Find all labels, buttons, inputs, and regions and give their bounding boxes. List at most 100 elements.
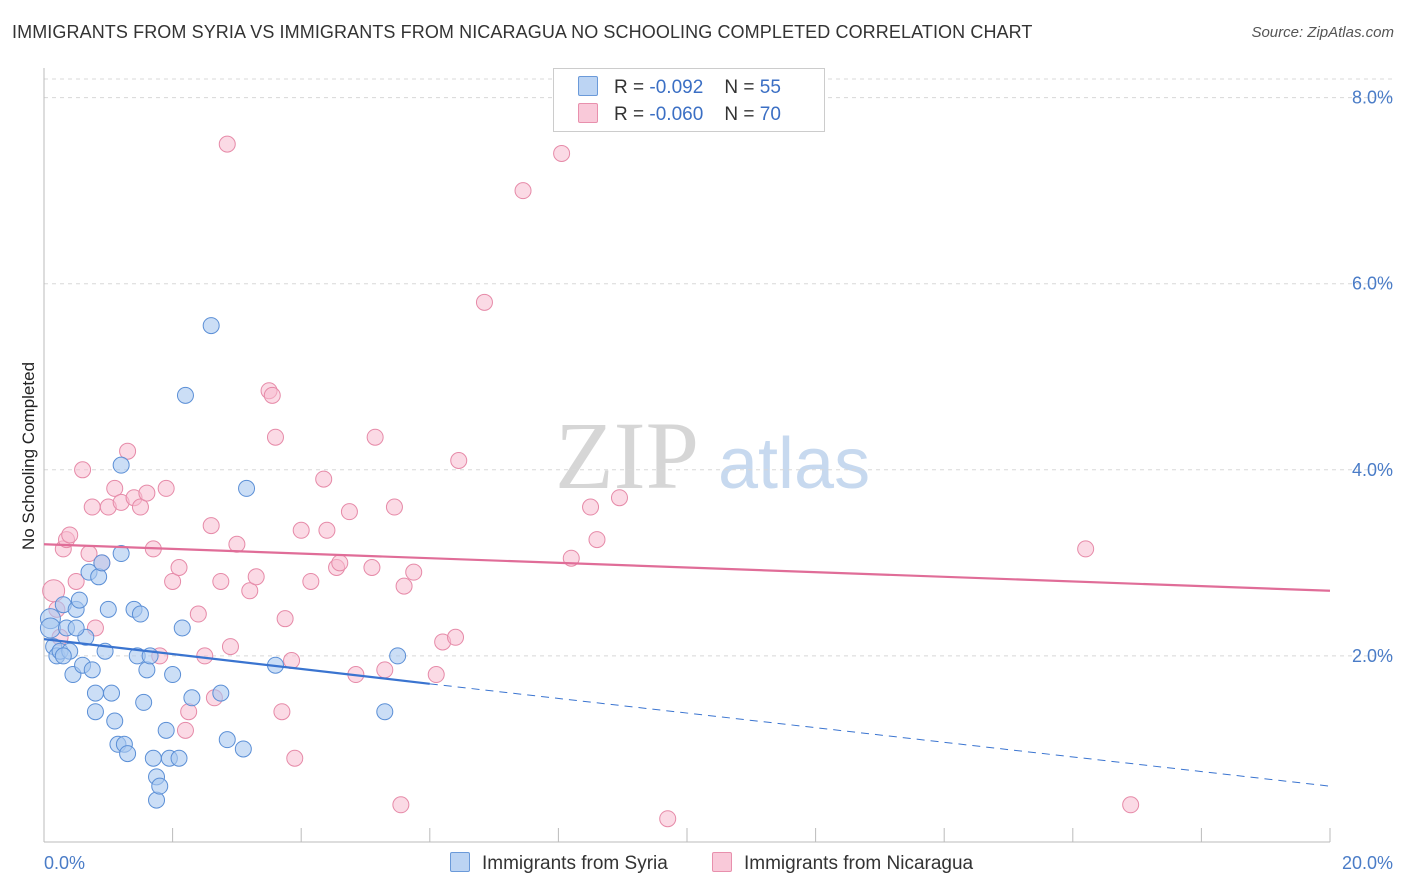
nicaragua-point <box>450 452 468 469</box>
nicaragua-point <box>67 572 85 590</box>
nicaragua-point <box>276 610 294 628</box>
nicaragua-point <box>588 531 606 549</box>
bottom-legend-nicaragua: Immigrants from Nicaragua <box>712 852 973 875</box>
syria-n-label: N = <box>724 77 755 98</box>
nicaragua-point <box>395 577 413 595</box>
y-axis-label: No Schooling Completed <box>19 362 38 550</box>
syria-point <box>93 554 111 572</box>
nicaragua-point <box>1122 796 1140 814</box>
syria-point <box>83 661 101 679</box>
nicaragua-point <box>376 661 394 679</box>
x-tick-label-min: 0.0% <box>44 853 85 873</box>
nicaragua-n-value: 70 <box>759 104 781 125</box>
nicaragua-point <box>228 535 246 553</box>
nicaragua-n-label: N = <box>724 104 755 125</box>
nicaragua-point <box>315 470 333 488</box>
syria-point <box>112 545 130 563</box>
x-tick-label-max: 20.0% <box>1342 853 1393 873</box>
syria-point <box>144 749 162 767</box>
nicaragua-point <box>475 293 493 311</box>
nicaragua-point <box>292 521 310 539</box>
nicaragua-point <box>392 796 410 814</box>
nicaragua-point <box>170 559 188 577</box>
nicaragua-point <box>659 810 677 828</box>
syria-point <box>176 386 194 404</box>
y-tick-label-1: 4.0% <box>1352 460 1393 480</box>
syria-point <box>151 777 169 795</box>
nicaragua-point <box>514 182 532 200</box>
syria-points <box>39 317 407 809</box>
nicaragua-point <box>273 703 291 721</box>
legend-row-syria: R = -0.092 N = 55 <box>578 76 781 99</box>
legend-row-nicaragua: R = -0.060 N = 70 <box>578 103 781 126</box>
syria-r-label: R = <box>614 77 645 98</box>
syria-point <box>164 666 182 684</box>
y-tick-label-3: 8.0% <box>1352 88 1393 108</box>
nicaragua-point <box>247 568 265 586</box>
syria-point <box>157 721 175 739</box>
syria-n-value: 55 <box>759 77 781 98</box>
syria-point <box>202 317 220 335</box>
nicaragua-point <box>202 517 220 535</box>
syria-trend-extension <box>429 683 1331 787</box>
syria-point <box>138 661 156 679</box>
nicaragua-point <box>189 605 207 623</box>
watermark-zip: ZIP <box>555 402 699 509</box>
trend-lines <box>43 543 1331 787</box>
nicaragua-point <box>138 484 156 502</box>
nicaragua-point <box>106 479 124 497</box>
nicaragua-point <box>427 666 445 684</box>
syria-point <box>234 740 252 758</box>
syria-point <box>218 731 236 749</box>
nicaragua-point <box>131 498 149 516</box>
syria-swatch <box>578 76 598 96</box>
nicaragua-points <box>42 135 1140 828</box>
syria-point <box>86 703 104 721</box>
syria-point <box>389 647 407 665</box>
correlation-legend: R = -0.092 N = 55 R = -0.060 N = 70 <box>553 68 825 132</box>
syria-point <box>148 791 166 809</box>
nicaragua-point <box>363 559 381 577</box>
y-tick-label-2: 6.0% <box>1352 274 1393 294</box>
syria-point <box>212 684 230 702</box>
nicaragua-point <box>405 563 423 581</box>
nicaragua-point <box>366 428 384 446</box>
syria-point <box>70 591 88 609</box>
nicaragua-point <box>176 721 194 739</box>
bottom-nicaragua-label: Immigrants from Nicaragua <box>744 853 974 874</box>
bottom-syria-swatch <box>450 852 470 872</box>
nicaragua-point <box>385 498 403 516</box>
bottom-nicaragua-swatch <box>712 852 732 872</box>
syria-point <box>135 693 153 711</box>
syria-point <box>54 647 72 665</box>
syria-point <box>131 605 149 623</box>
syria-point <box>99 600 117 618</box>
syria-point <box>112 456 130 474</box>
nicaragua-point <box>331 554 349 572</box>
syria-point <box>173 619 191 637</box>
nicaragua-point <box>241 582 259 600</box>
nicaragua-swatch <box>578 103 598 123</box>
syria-point <box>86 684 104 702</box>
watermark-atlas: atlas <box>718 424 870 504</box>
nicaragua-point <box>1077 540 1095 558</box>
nicaragua-point <box>196 647 214 665</box>
syria-point <box>106 712 124 730</box>
nicaragua-point <box>302 572 320 590</box>
nicaragua-point <box>218 135 236 153</box>
nicaragua-point <box>164 572 182 590</box>
syria-r-value: -0.092 <box>649 77 704 98</box>
nicaragua-point <box>553 144 571 162</box>
nicaragua-point <box>119 442 137 460</box>
nicaragua-point <box>74 461 92 479</box>
syria-point <box>238 479 256 497</box>
nicaragua-point <box>340 503 358 521</box>
syria-point <box>90 568 108 586</box>
syria-trend-line <box>43 638 430 685</box>
nicaragua-r-label: R = <box>614 104 645 125</box>
syria-point <box>170 749 188 767</box>
y-tick-label-0: 2.0% <box>1352 646 1393 666</box>
nicaragua-point <box>286 749 304 767</box>
nicaragua-point <box>610 489 628 507</box>
